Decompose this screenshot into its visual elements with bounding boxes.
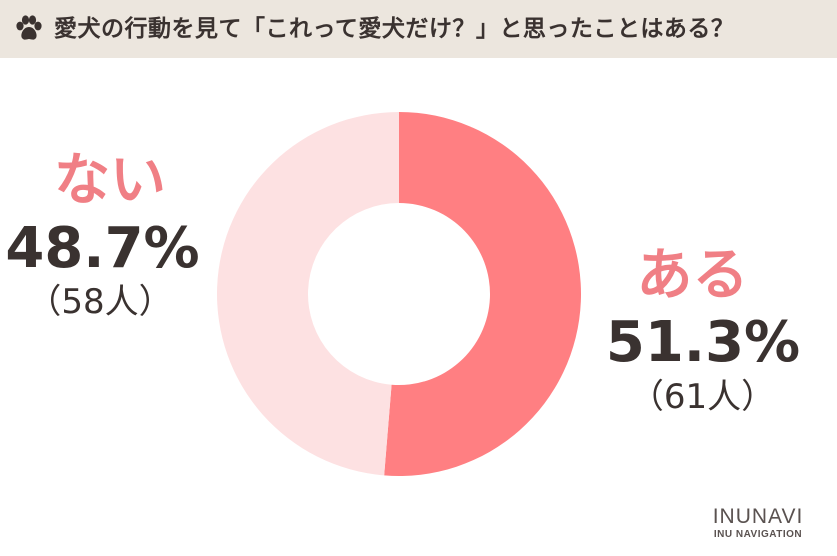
- brand-logo: INUNAVI INU NAVIGATION: [688, 505, 828, 541]
- paw-icon: [16, 15, 42, 40]
- count-no: （58人）: [27, 282, 173, 322]
- label-yes: ある: [636, 243, 749, 308]
- donut-slice-yes: [384, 112, 581, 476]
- chart-title: 愛犬の行動を見て「これって愛犬だけ？」と思ったことはある？: [54, 16, 735, 42]
- label-no: ない: [54, 148, 166, 213]
- count-yes: （61人）: [629, 377, 776, 417]
- brand-name: INUNAVI: [712, 505, 804, 528]
- donut-slice-no: [216, 112, 399, 476]
- percent-no: 48.7%: [5, 216, 200, 281]
- percent-yes: 51.3%: [605, 310, 801, 375]
- title-banner: [0, 0, 837, 58]
- brand-tagline: INU NAVIGATION: [713, 529, 803, 540]
